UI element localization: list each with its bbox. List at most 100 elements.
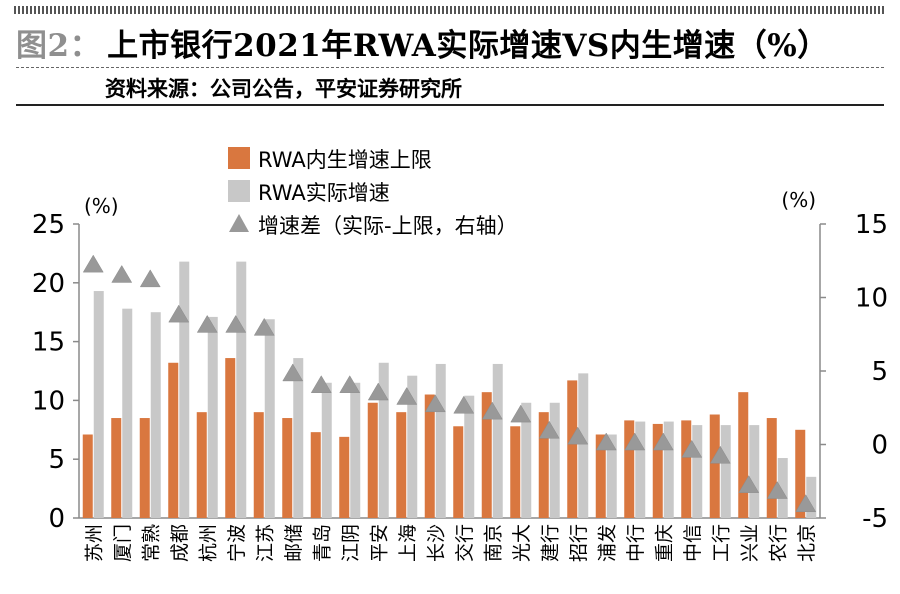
- bar-inner-growth: [396, 412, 407, 518]
- marker-growth-diff: [766, 481, 788, 499]
- marker-growth-diff: [538, 420, 560, 439]
- bar-inner-growth: [253, 412, 264, 518]
- x-tick-label: 中信: [682, 524, 704, 562]
- bar-inner-growth: [139, 418, 150, 518]
- legend-swatch-inner-growth: [228, 147, 250, 169]
- bar-inner-growth: [225, 358, 236, 518]
- x-tick-label: 苏州: [83, 524, 105, 562]
- bar-inner-growth: [310, 432, 321, 518]
- bar-actual-growth: [207, 316, 218, 518]
- x-tick-label: 青岛: [311, 524, 333, 562]
- right-tick-label: 5: [871, 357, 888, 387]
- bar-actual-growth: [578, 373, 589, 518]
- bar-actual-growth: [692, 425, 703, 518]
- x-tick-label: 平安: [368, 524, 390, 562]
- header-dotted-rule: [14, 6, 886, 14]
- marker-growth-diff: [396, 386, 418, 405]
- marker-growth-diff: [453, 395, 475, 414]
- bar-actual-growth: [720, 425, 731, 518]
- x-tick-label: 农行: [767, 524, 789, 562]
- bar-actual-growth: [93, 291, 104, 518]
- x-tick-label: 中行: [625, 524, 647, 562]
- x-tick-label: 长沙: [425, 524, 447, 562]
- bar-actual-growth: [806, 476, 817, 518]
- x-tick-label: 工行: [710, 524, 732, 562]
- bar-actual-growth: [492, 363, 503, 518]
- marker-growth-diff: [795, 494, 817, 513]
- right-tick-label: 15: [855, 210, 888, 240]
- x-tick-label: 邮储: [283, 524, 305, 562]
- x-tick-label: 上海: [397, 524, 419, 562]
- title-separator: [16, 67, 884, 68]
- left-tick-label: 5: [48, 445, 65, 475]
- right-tick-label: 10: [855, 284, 888, 314]
- bar-actual-growth: [179, 261, 190, 518]
- x-tick-label: 杭州: [197, 524, 219, 562]
- bar-actual-growth: [293, 358, 304, 518]
- bar-actual-growth: [236, 261, 247, 518]
- marker-growth-diff: [310, 375, 332, 393]
- marker-growth-diff: [282, 363, 304, 382]
- header-bottom-rule: [16, 104, 884, 106]
- left-tick-label: 10: [32, 386, 65, 416]
- right-tick-label: 0: [871, 431, 888, 461]
- bar-inner-growth: [367, 402, 378, 518]
- marker-growth-diff: [709, 445, 731, 464]
- x-tick-label: 北京: [796, 524, 818, 562]
- bar-inner-growth: [766, 418, 777, 518]
- marker-growth-diff: [139, 269, 161, 288]
- bar-inner-growth: [595, 434, 606, 518]
- marker-growth-diff: [253, 317, 275, 336]
- chart-title: 图2： 上市银行2021年RWA实际增速VS内生增速（%）: [16, 20, 829, 65]
- bar-actual-growth: [663, 421, 674, 518]
- x-tick-label: 招行: [568, 524, 590, 562]
- bar-inner-growth: [738, 392, 749, 518]
- bar-inner-growth: [510, 426, 521, 518]
- right-tick-label: -5: [862, 504, 888, 534]
- x-tick-label: 建行: [539, 524, 561, 562]
- x-tick-label: 交行: [454, 524, 476, 562]
- figure-number: 图2：: [16, 28, 102, 64]
- x-tick-label: 宁波: [226, 524, 248, 562]
- marker-growth-diff: [339, 375, 361, 393]
- marker-growth-diff: [738, 475, 760, 493]
- legend-label-inner-growth: RWA内生增速上限: [258, 148, 432, 172]
- marker-growth-diff: [111, 264, 133, 283]
- bar-actual-growth: [321, 382, 332, 518]
- bar-actual-growth: [407, 375, 418, 518]
- bar-inner-growth: [652, 423, 663, 518]
- bar-inner-growth: [481, 392, 492, 518]
- marker-growth-diff: [168, 304, 190, 323]
- bar-inner-growth: [624, 420, 635, 518]
- bar-inner-growth: [709, 414, 720, 518]
- legend-swatch-actual-growth: [228, 180, 250, 202]
- bar-inner-growth: [196, 412, 207, 518]
- x-tick-label: 常熟: [140, 524, 162, 562]
- x-tick-label: 重庆: [653, 524, 675, 562]
- bar-actual-growth: [521, 402, 532, 518]
- marker-growth-diff: [225, 314, 247, 333]
- right-axis-unit: (%): [781, 188, 816, 212]
- bar-actual-growth: [749, 425, 760, 518]
- bar-actual-growth: [635, 421, 646, 518]
- left-axis-unit: (%): [84, 194, 119, 218]
- bar-inner-growth: [82, 434, 93, 518]
- bar-actual-growth: [150, 312, 161, 518]
- x-tick-label: 光大: [511, 524, 533, 562]
- x-tick-label: 厦门: [112, 524, 134, 562]
- marker-growth-diff: [595, 432, 617, 451]
- marker-growth-diff: [481, 401, 503, 420]
- marker-growth-diff: [681, 439, 703, 458]
- bar-inner-growth: [168, 362, 179, 518]
- legend-label-growth-diff: 增速差（实际-上限，右轴）: [258, 214, 518, 238]
- marker-growth-diff: [652, 432, 674, 451]
- marker-growth-diff: [624, 432, 646, 451]
- figure-title: 上市银行2021年RWA实际增速VS内生增速（%）: [107, 28, 829, 64]
- bar-actual-growth: [264, 319, 275, 518]
- x-tick-label: 南京: [482, 524, 504, 562]
- left-tick-label: 15: [32, 328, 65, 358]
- x-tick-label: 兴业: [739, 524, 761, 562]
- x-tick-label: 浦发: [596, 524, 618, 562]
- rwa-growth-chart: 0 5 10 15 20 25 -5 0 5 10 15 (%) (%) RWA内生增速上限 RWA实际增速…: [32, 147, 888, 562]
- marker-growth-diff: [82, 254, 104, 273]
